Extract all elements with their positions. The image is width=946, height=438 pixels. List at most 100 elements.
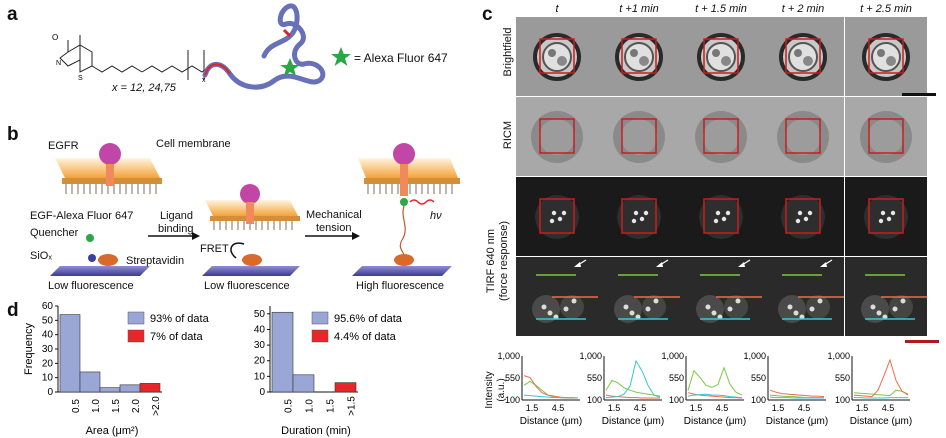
image-ricm-3 <box>762 97 844 176</box>
hist-bar <box>292 374 315 393</box>
intensity-y-tick: 1,000 <box>497 351 520 361</box>
image-tirf-0 <box>516 177 598 256</box>
intensity-plot-2: 1,000 550 100 1.5 4.5 Distance (μm) <box>661 351 746 427</box>
streptavidin-label: Streptavidin <box>126 255 185 267</box>
hist-y-tick: 50 <box>254 309 266 320</box>
image-tirf-zoom-4 <box>845 257 927 336</box>
low-fluorescence-label-1: Low fluorescence <box>48 280 134 292</box>
hist-x-tick: 0.5 <box>284 399 295 413</box>
intensity-trace-g <box>605 379 661 397</box>
intensity-x-label: Distance (μm) <box>602 416 664 427</box>
intensity-plot-4: 1,000 550 100 1.5 4.5 Distance (μm) <box>827 351 912 427</box>
intensity-y-tick: 550 <box>587 373 602 383</box>
row-label-brightfield: Brightfield <box>502 27 514 77</box>
intensity-x-label: Distance (μm) <box>520 416 582 427</box>
time-label-1: t +1 min <box>619 3 659 15</box>
hist-y-tick: 50 <box>42 315 54 326</box>
legend-label: 95.6% of data <box>334 313 403 325</box>
hist-x-tick: 1.0 <box>305 399 316 413</box>
hist-y-tick: 40 <box>254 324 266 335</box>
intensity-x-tick: 1.5 <box>608 403 621 413</box>
scale-bar-black <box>902 93 936 96</box>
siox-label: SiOₓ <box>30 250 52 262</box>
intensity-trace-g <box>687 366 743 396</box>
intensity-y-tick: 1,000 <box>661 351 684 361</box>
image-tirf-2 <box>680 177 762 256</box>
image-brightfield-4 <box>845 17 927 96</box>
hist-y-tick: 0 <box>47 387 53 398</box>
panel-a-letter: a <box>7 4 18 25</box>
image-ricm-2 <box>680 97 762 176</box>
legend-swatch <box>127 329 145 343</box>
quencher-label: Quencher <box>30 227 79 239</box>
row-label-ricm: RICM <box>502 120 514 150</box>
intensity-y-tick: 550 <box>835 373 850 383</box>
hist-x-tick: 1.0 <box>91 399 102 413</box>
hist-y-tick: 30 <box>254 340 266 351</box>
egf-alexa-label: EGF-Alexa Fluor 647 <box>30 210 134 222</box>
hist-bar <box>79 371 101 393</box>
image-tirf-zoom-3 <box>762 257 844 336</box>
area-histogram: 0 10 20 30 40 50 60 0.5 1.0 1.5 2.0 >2.0 Frequency Ar… <box>23 301 210 437</box>
image-brightfield-3 <box>762 17 844 96</box>
image-brightfield-1 <box>598 17 680 96</box>
panel-b-letter: b <box>7 124 19 145</box>
hist-y-label: Frequency <box>23 323 35 375</box>
hist-y-tick: 60 <box>42 301 54 312</box>
hist-y-tick: 30 <box>42 344 54 355</box>
egfr-label: EGFR <box>48 140 79 152</box>
hist-y-tick: 10 <box>42 373 54 384</box>
legend-swatch <box>311 311 329 325</box>
intensity-y-tick: 1,000 <box>579 351 602 361</box>
intensity-x-tick: 4.5 <box>882 403 895 413</box>
hist-bar <box>271 311 294 393</box>
intensity-plot-0: 1,000 550 100 1.5 4.5 Distance (μm) <box>497 351 582 427</box>
time-label-2: t + 1.5 min <box>695 3 747 15</box>
time-label-4: t + 2.5 min <box>860 3 912 15</box>
peg-x-label: x = 12, 24,75 <box>112 82 176 94</box>
ligand-label-2: binding <box>158 223 194 235</box>
hist-y-tick: 40 <box>42 330 54 341</box>
intensity-trace-r <box>853 358 909 398</box>
intensity-x-tick: 4.5 <box>716 403 729 413</box>
panel-d-letter: d <box>7 300 19 321</box>
intensity-x-tick: 4.5 <box>798 403 811 413</box>
intensity-x-tick: 1.5 <box>772 403 785 413</box>
image-tirf-1 <box>598 177 680 256</box>
intensity-trace-c <box>769 396 824 399</box>
biotin-peg-structure: O N S x <box>52 33 211 84</box>
image-tirf-zoom-0 <box>516 257 598 336</box>
image-brightfield-2 <box>680 17 762 96</box>
image-tirf-3 <box>762 177 844 256</box>
legend-swatch <box>311 329 329 343</box>
hist-x-tick: >2.0 <box>151 396 162 416</box>
time-label-0: t <box>555 3 559 15</box>
image-brightfield-0 <box>516 17 598 96</box>
hv-label: hν <box>430 210 442 222</box>
hist-y-tick: 10 <box>254 371 266 382</box>
ligand-label-1: Ligand <box>160 210 194 222</box>
intensity-y-tick: 100 <box>587 395 602 405</box>
intensity-x-label: Distance (μm) <box>766 416 828 427</box>
hist-x-tick: 1.5 <box>326 399 337 413</box>
legend-label: 7% of data <box>150 331 203 343</box>
hist-x-label: Area (μm²) <box>86 425 139 437</box>
hist-x-tick: 2.0 <box>131 399 142 413</box>
intensity-y-tick: 100 <box>669 395 684 405</box>
hist-bar <box>59 314 81 393</box>
intensity-trace-c <box>523 394 579 399</box>
legend-label: 4.4% of data <box>334 331 397 343</box>
star-icon <box>331 47 351 66</box>
image-ricm-1 <box>598 97 680 176</box>
hist-y-tick: 0 <box>259 387 265 398</box>
intensity-trace-c <box>605 359 661 399</box>
image-tirf-4 <box>845 177 927 256</box>
hist-x-tick: 1.5 <box>111 399 122 413</box>
legend-label: 93% of data <box>150 313 210 325</box>
svg-text:N: N <box>56 60 61 67</box>
intensity-y-tick: 550 <box>669 373 684 383</box>
cell-membrane-label: Cell membrane <box>156 138 231 150</box>
row-label-tirf: TIRF 640 nm (force response) <box>476 178 516 338</box>
hist-bar <box>119 384 141 393</box>
hist-x-tick: >1.5 <box>347 396 358 416</box>
